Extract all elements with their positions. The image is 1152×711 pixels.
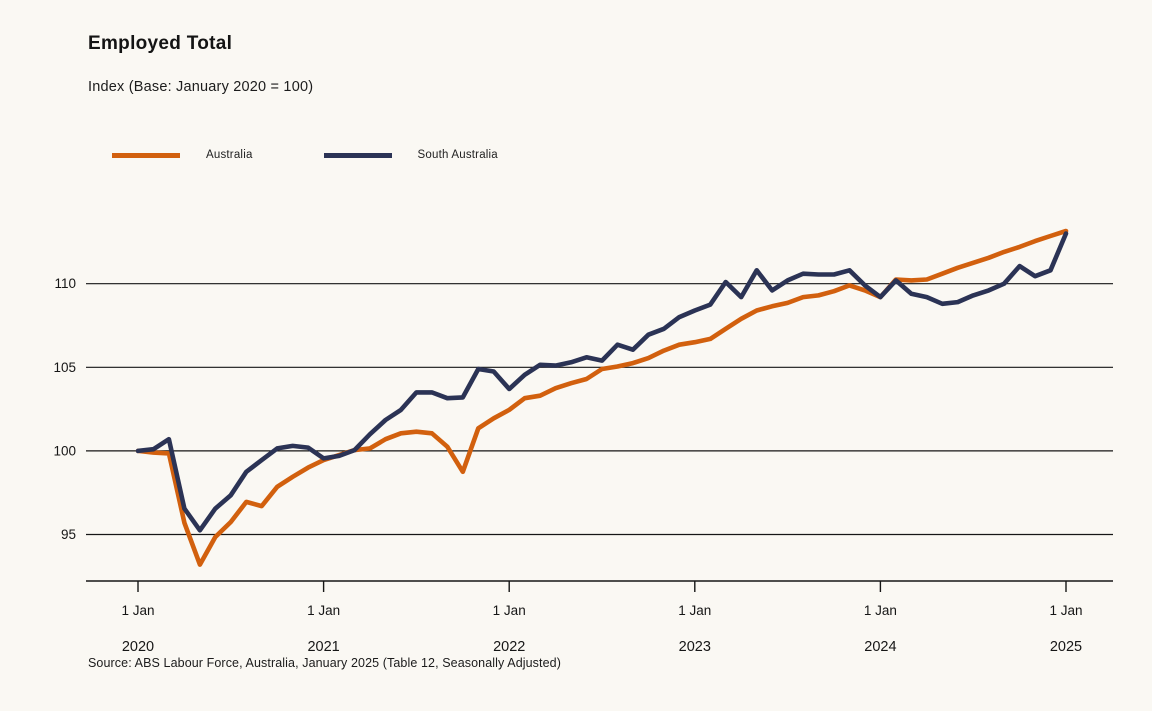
legend-label-australia: Australia: [206, 149, 253, 161]
x-tick-day-label-2022: 1 Jan: [493, 603, 526, 618]
x-tick-day-label-2023: 1 Jan: [678, 603, 711, 618]
x-tick-year-label-2025: 2025: [1050, 639, 1082, 655]
x-tick-day-label-2025: 1 Jan: [1049, 603, 1082, 618]
y-axis-label-95: 95: [61, 527, 76, 542]
legend-item-south-australia: South Australia: [323, 149, 498, 161]
legend: Australia South Australia: [112, 149, 498, 161]
x-tick-day-label-2020: 1 Jan: [121, 603, 154, 618]
australia-line-swatch: [112, 152, 180, 158]
legend-label-south-australia: South Australia: [417, 149, 498, 161]
x-tick-year-label-2023: 2023: [679, 639, 711, 655]
x-tick-year-label-2020: 2020: [122, 639, 154, 655]
x-tick-year-label-2022: 2022: [493, 639, 525, 655]
x-tick-year-label-2024: 2024: [864, 639, 896, 655]
x-tick-day-label-2024: 1 Jan: [864, 603, 897, 618]
australia-line: [135, 228, 1069, 567]
source-note: Source: ABS Labour Force, Australia, Jan…: [88, 656, 561, 670]
south-australia-line-swatch: [323, 152, 392, 158]
y-axis-label-105: 105: [53, 360, 76, 375]
y-axis-label-110: 110: [54, 276, 76, 291]
page-subtitle: Index (Base: January 2020 = 100): [88, 79, 314, 95]
page-title: Employed Total: [88, 33, 233, 54]
y-axis-label-100: 100: [53, 443, 76, 458]
x-tick-year-label-2021: 2021: [307, 639, 339, 655]
south-australia-line: [135, 231, 1069, 533]
legend-item-australia: Australia: [112, 149, 253, 161]
x-tick-day-label-2021: 1 Jan: [307, 603, 340, 618]
